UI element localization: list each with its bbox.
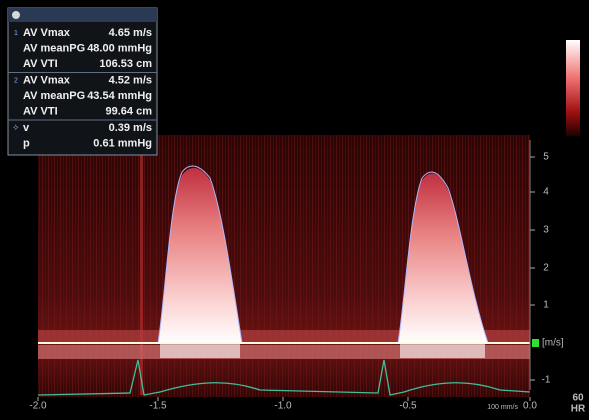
measure-label: AV Vmax <box>23 74 71 86</box>
velocity-tick-label: 1 <box>543 300 549 311</box>
group-number: 2 <box>14 77 18 84</box>
baseline-marker <box>532 339 539 347</box>
measure-value: 106.53 cm <box>99 58 152 70</box>
time-axis: -2.0 -1.5 -1.0 -0.5 0.0 <box>29 397 537 412</box>
measure-label: AV VTI <box>23 58 58 70</box>
ultrasound-screen: 5 4 3 2 1 -1 [m/s] -2.0 -1.5 -1.0 -0.5 0.0 1 AV Vma… <box>0 0 589 420</box>
measure-value: 4.65 m/s <box>109 27 152 39</box>
cursor-icon: ✧ <box>12 122 20 132</box>
sweep-speed: 100 mm/s <box>487 404 518 411</box>
measure-label: AV meanPG <box>23 90 85 102</box>
measure-value: 99.64 cm <box>106 105 153 117</box>
velocity-tick-label: 5 <box>543 152 549 163</box>
measure-label: p <box>23 137 30 149</box>
panel-header <box>8 8 157 22</box>
velocity-axis: 5 4 3 2 1 -1 [m/s] <box>530 140 564 390</box>
spectrum <box>38 135 530 397</box>
velocity-tick-label: -1 <box>542 375 551 386</box>
color-bar <box>566 40 580 136</box>
mirror-1 <box>160 344 240 358</box>
velocity-tick-label: 2 <box>543 263 549 274</box>
measure-value: 48.00 mmHg <box>87 42 152 54</box>
time-tick-label: 0.0 <box>523 401 537 412</box>
measure-value: 43.54 mmHg <box>87 90 152 102</box>
measure-value: 0.61 mmHg <box>93 137 152 149</box>
time-tick-label: -0.5 <box>399 401 417 412</box>
measure-label: AV Vmax <box>23 27 71 39</box>
group-number: 1 <box>14 30 18 37</box>
time-tick-label: -1.5 <box>149 401 167 412</box>
measure-label: AV VTI <box>23 105 58 117</box>
time-tick-label: -2.0 <box>29 401 47 412</box>
measure-label: v <box>23 122 30 134</box>
measure-value: 4.52 m/s <box>109 74 152 86</box>
heart-rate-label: HR <box>571 404 586 415</box>
mirror-2 <box>400 344 485 358</box>
measure-value: 0.39 m/s <box>109 122 152 134</box>
velocity-tick-label: 4 <box>543 187 549 198</box>
velocity-unit: [m/s] <box>542 338 564 349</box>
heart-rate: 60 <box>572 393 584 404</box>
velocity-tick-label: 3 <box>543 225 549 236</box>
panel-icon <box>12 11 20 19</box>
measure-label: AV meanPG <box>23 42 85 54</box>
time-tick-label: -1.0 <box>274 401 292 412</box>
